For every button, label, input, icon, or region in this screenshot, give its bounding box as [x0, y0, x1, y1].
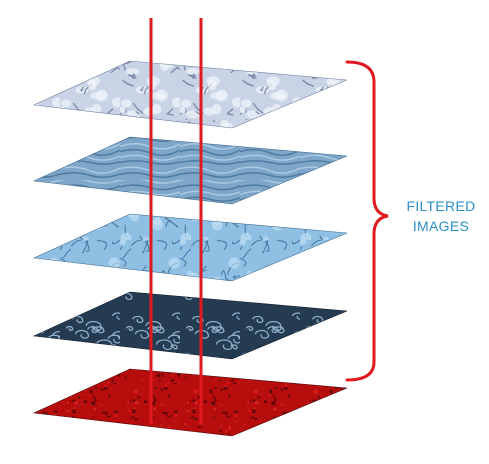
filtered-image-1-plane	[32, 60, 348, 129]
filtered-image-5	[32, 368, 348, 437]
label-line-1: FILTERED	[406, 198, 476, 214]
right-curly-bracket	[345, 60, 389, 382]
filtered-images-label: FILTERED IMAGES	[401, 196, 481, 236]
filtered-image-4	[32, 291, 348, 360]
layers-group	[32, 60, 348, 437]
filtered-image-5-plane	[32, 368, 348, 437]
red-axis-lines	[149, 18, 203, 424]
filtered-image-3-plane	[32, 213, 348, 282]
filtered-image-3	[32, 213, 348, 282]
filtered-image-2-plane	[32, 136, 348, 205]
label-line-2: IMAGES	[412, 218, 470, 234]
filtered-image-4-plane	[32, 291, 348, 360]
filtered-image-1	[32, 60, 348, 129]
filtered-image-2	[32, 136, 348, 205]
